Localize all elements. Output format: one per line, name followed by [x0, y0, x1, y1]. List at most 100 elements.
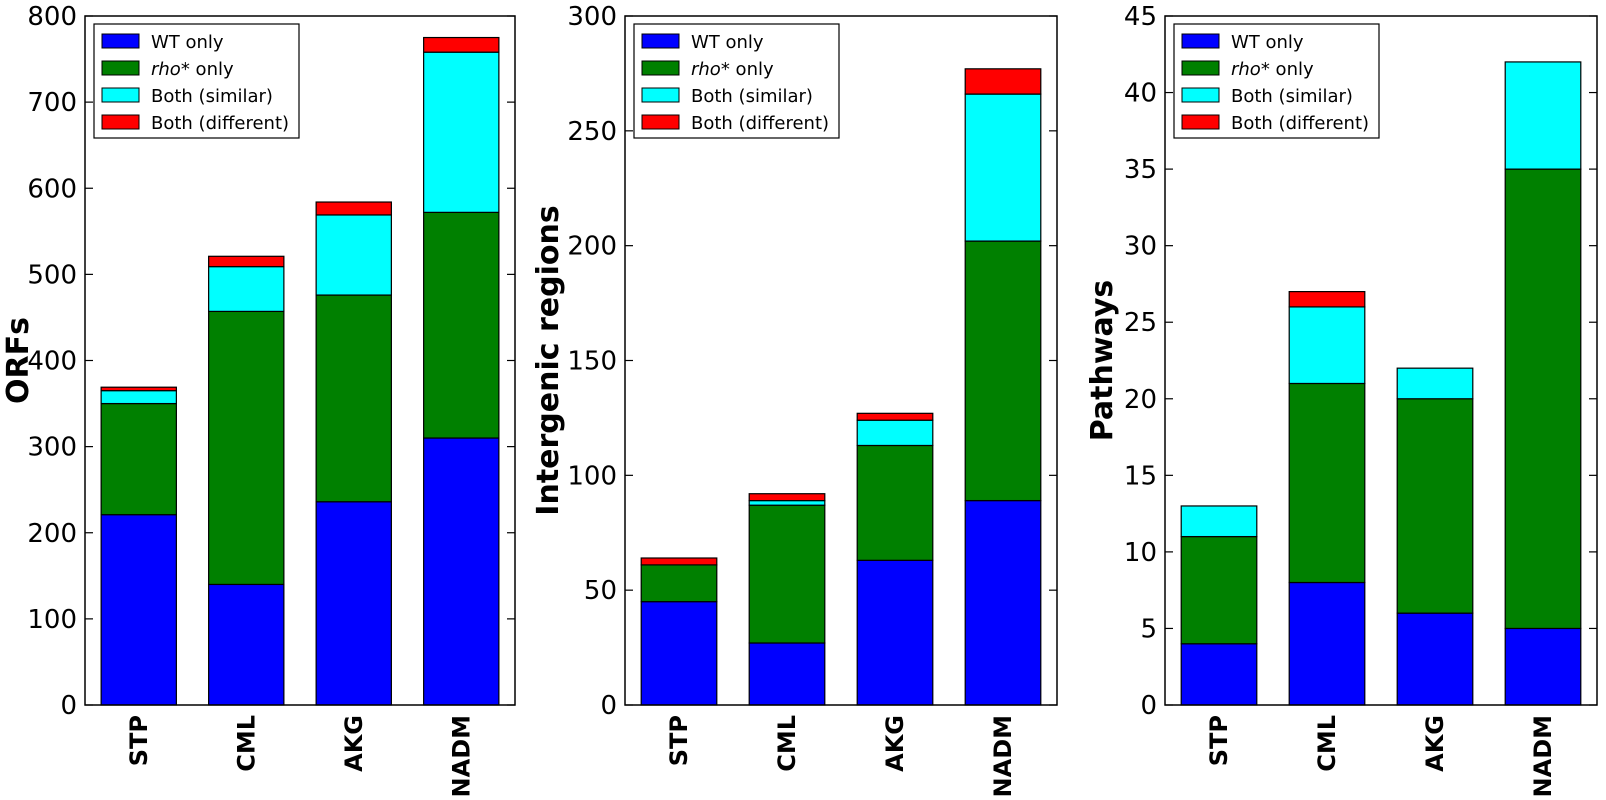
bar-cml-wt-only: [748, 642, 826, 706]
chart-panel-2: STP CML AKG NADM 0 50 100 150 200 250 300 Intergeni…: [531, 2, 1058, 797]
bar-stp-both-different: [640, 557, 718, 566]
legend-swatch-both-different: [101, 114, 140, 130]
bar-akg-rho-only: [1396, 398, 1474, 614]
bar-akg-rho-only: [315, 294, 392, 503]
y-tick-label: 200: [27, 519, 77, 549]
x-tick-label: STP: [665, 715, 693, 766]
bar-nadm-wt-only: [1504, 627, 1582, 706]
bar-akg-both-similar: [1396, 367, 1474, 400]
bar-cml-both-different: [1288, 291, 1366, 308]
y-tick-label: 100: [27, 605, 77, 635]
bar-stp-wt-only: [1180, 643, 1258, 706]
legend-label-rho-only: rho* only: [691, 59, 774, 80]
legend-swatch-rho-only: [641, 60, 680, 76]
legend-swatch-both-similar: [1181, 87, 1220, 103]
bar-nadm-both-similar: [1504, 61, 1582, 170]
bar-akg-both-different: [315, 201, 392, 216]
bar-cml-both-similar: [1288, 306, 1366, 385]
bar-cml-wt-only: [208, 583, 285, 706]
bar-stp-rho-only: [1180, 535, 1258, 645]
y-tick-label: 500: [27, 260, 77, 290]
bar-nadm-rho-only: [423, 211, 500, 439]
bar-nadm-both-different: [964, 68, 1042, 95]
bar-nadm-both-different: [423, 36, 500, 53]
legend-swatch-both-similar: [101, 87, 140, 103]
bar-cml-both-similar: [208, 266, 285, 312]
bar-nadm-both-similar: [423, 51, 500, 213]
x-tick-label: AKG: [1421, 715, 1449, 772]
bar-akg-rho-only: [856, 444, 934, 561]
y-tick-label: 40: [1124, 79, 1157, 109]
y-tick-label: 150: [567, 347, 617, 377]
bar-akg-wt-only: [1396, 612, 1474, 706]
legend-label-both-similar: Both (similar): [691, 86, 813, 107]
y-axis-title: Intergenic regions: [531, 205, 566, 515]
bar-akg-both-similar: [315, 214, 392, 296]
bar-akg-both-different: [856, 412, 934, 421]
legend-label-both-similar: Both (similar): [1231, 86, 1353, 107]
legend-label-both-different: Both (different): [691, 113, 829, 134]
plot-frame: [624, 15, 1058, 706]
bar-stp-wt-only: [640, 601, 718, 706]
chart-panel-1: STP CML AKG NADM 0 100 200 300 400 500 600 700 800 OR…: [1, 2, 516, 797]
legend-label-wt-only: WT only: [1231, 32, 1304, 53]
bar-stp-rho-only: [640, 564, 718, 603]
bar-nadm-wt-only: [423, 437, 500, 706]
bar-cml-both-different: [748, 493, 826, 502]
y-tick-label: 250: [567, 117, 617, 147]
legend-label-rho-only: rho* only: [1231, 59, 1314, 80]
x-tick-label: STP: [125, 715, 153, 766]
x-tick-label: CML: [1313, 715, 1341, 772]
bar-cml-rho-only: [748, 504, 826, 644]
bar-stp-rho-only: [100, 402, 177, 516]
legend-swatch-wt-only: [641, 33, 680, 49]
y-tick-label: 15: [1124, 461, 1157, 491]
x-tick-label: STP: [1205, 715, 1233, 766]
bar-stp-wt-only: [100, 514, 177, 706]
y-axis-title: Pathways: [1085, 280, 1120, 442]
y-tick-label: 35: [1124, 155, 1157, 185]
legend: WT only rho* only Both (similar) Both (diff…: [1173, 23, 1380, 139]
y-tick-label: 0: [60, 691, 77, 721]
bar-stp-both-different: [100, 386, 177, 392]
x-tick-label: CML: [232, 715, 260, 772]
bar-stp-both-similar: [100, 390, 177, 405]
bar-akg-both-similar: [856, 419, 934, 447]
bar-cml-rho-only: [208, 310, 285, 586]
legend-label-wt-only: WT only: [151, 32, 224, 53]
bar-cml-both-similar: [748, 500, 826, 506]
x-tick-label: AKG: [881, 715, 909, 772]
legend: WT only rho* only Both (similar) Both (diff…: [93, 23, 300, 139]
legend-swatch-wt-only: [101, 33, 140, 49]
x-tick-label: CML: [773, 715, 801, 772]
chart-panel-3: STP CML AKG NADM 0 5 10 15 20 25 30 35 40 45 Pathways W…: [1085, 2, 1598, 797]
legend-swatch-both-different: [641, 114, 680, 130]
bar-cml-rho-only: [1288, 382, 1366, 584]
y-tick-label: 300: [27, 433, 77, 463]
y-tick-label: 10: [1124, 538, 1157, 568]
y-tick-label: 600: [27, 174, 77, 204]
y-tick-label: 0: [1140, 691, 1157, 721]
y-tick-label: 5: [1140, 614, 1157, 644]
y-tick-label: 45: [1124, 2, 1157, 32]
legend-label-rho-only: rho* only: [151, 59, 234, 80]
bar-cml-wt-only: [1288, 581, 1366, 706]
x-tick-label: NADM: [989, 715, 1017, 797]
y-axis-title: ORFs: [1, 317, 36, 404]
bar-akg-wt-only: [856, 559, 934, 706]
y-tick-label: 300: [567, 2, 617, 32]
y-tick-label: 800: [27, 2, 77, 32]
x-tick-label: AKG: [340, 715, 368, 772]
y-tick-label: 200: [567, 232, 617, 262]
bar-stp-both-similar: [1180, 505, 1258, 538]
y-tick-label: 20: [1124, 385, 1157, 415]
legend-swatch-both-similar: [641, 87, 680, 103]
plot-frame: [84, 15, 516, 706]
y-tick-label: 100: [567, 461, 617, 491]
x-tick-label: NADM: [1529, 715, 1557, 797]
bar-akg-wt-only: [315, 501, 392, 706]
y-tick-label: 50: [584, 576, 617, 606]
legend-label-both-similar: Both (similar): [151, 86, 273, 107]
bar-nadm-wt-only: [964, 500, 1042, 706]
legend-swatch-both-different: [1181, 114, 1220, 130]
